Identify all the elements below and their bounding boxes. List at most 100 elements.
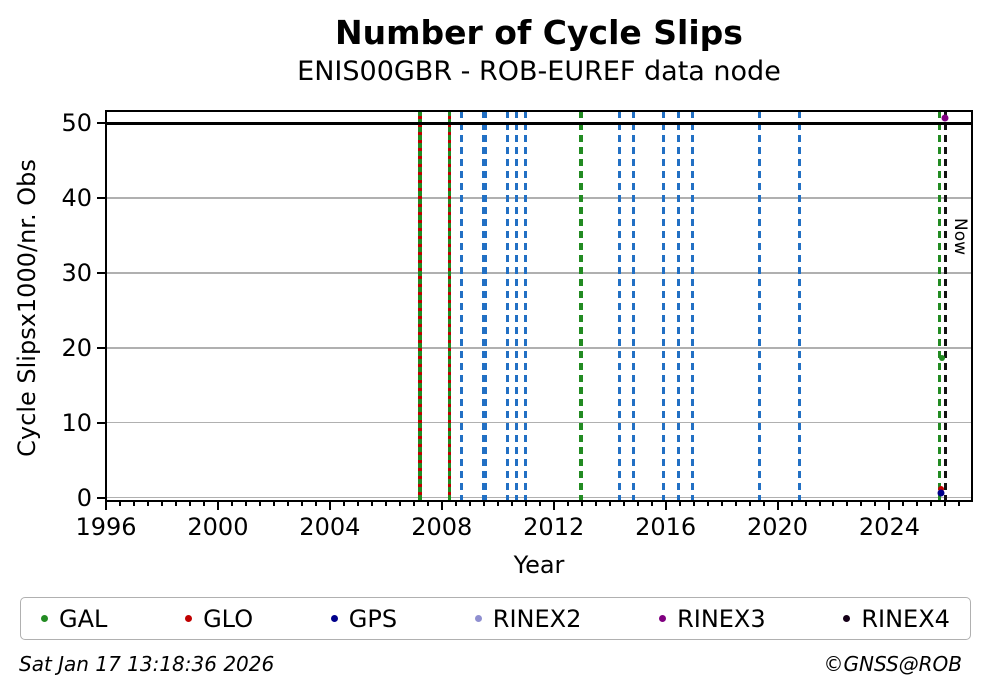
x-minor-tick xyxy=(370,501,373,506)
x-major-tick xyxy=(216,501,219,510)
x-minor-tick xyxy=(174,501,177,506)
x-major-tick xyxy=(105,501,107,510)
x-minor-tick xyxy=(818,501,821,506)
x-minor-tick xyxy=(314,501,317,506)
gridline-y0 xyxy=(106,496,972,499)
data-point-gps xyxy=(937,489,945,497)
x-major-tick xyxy=(888,501,891,510)
x-tick-label: 2024 xyxy=(858,513,920,541)
y-tick xyxy=(97,421,106,424)
x-minor-tick xyxy=(454,501,457,506)
legend-label-rinex4: RINEX4 xyxy=(861,604,950,633)
x-major-tick xyxy=(552,501,555,510)
x-minor-tick xyxy=(650,501,653,506)
x-minor-tick xyxy=(902,501,905,506)
rinex2-marker-icon xyxy=(474,615,482,622)
event-line-gps xyxy=(797,111,801,501)
event-line-gal-glo xyxy=(447,111,452,501)
x-minor-tick xyxy=(496,501,499,506)
chart-title: Number of Cycle Slips xyxy=(335,13,743,52)
x-minor-tick xyxy=(132,501,135,506)
x-axis-title: Year xyxy=(513,551,565,579)
x-major-tick xyxy=(328,501,331,510)
x-minor-tick xyxy=(706,501,709,506)
x-minor-tick xyxy=(258,501,261,506)
x-major-tick xyxy=(776,501,779,510)
plot-area: 1996 2000 2004 2008 2012 2016 2020 2024 0 10 20 30 4… xyxy=(61,109,973,541)
y-tick xyxy=(97,272,106,275)
legend-label-glo: GLO xyxy=(203,604,254,633)
event-line-gps xyxy=(661,111,665,501)
x-minor-tick xyxy=(342,501,345,506)
now-annotation: Now xyxy=(949,217,970,255)
x-minor-tick xyxy=(608,501,611,506)
x-minor-tick xyxy=(804,501,807,506)
event-line-gal-glo xyxy=(418,111,422,501)
legend-item-glo: GLO xyxy=(185,605,253,633)
x-minor-tick xyxy=(160,501,163,506)
x-minor-tick xyxy=(398,501,401,506)
event-line-gal xyxy=(579,111,583,501)
x-tick-label: 1996 xyxy=(75,513,137,541)
x-minor-tick xyxy=(594,501,597,506)
x-minor-tick xyxy=(188,501,191,506)
y-tick xyxy=(97,122,106,125)
rinex4-marker-icon xyxy=(843,615,851,622)
event-line-gps xyxy=(758,111,762,501)
x-minor-tick xyxy=(426,501,429,506)
data-point-rinex3 xyxy=(941,114,949,122)
event-line-gal xyxy=(937,111,942,501)
legend-label-rinex3: RINEX3 xyxy=(677,604,766,633)
x-minor-tick xyxy=(244,501,247,506)
legend-item-rinex4: RINEX4 xyxy=(843,605,950,633)
event-line-gps xyxy=(482,111,488,501)
x-minor-tick xyxy=(272,501,275,506)
x-minor-tick xyxy=(566,501,569,506)
legend-item-rinex3: RINEX3 xyxy=(659,605,766,633)
gridline-y10 xyxy=(106,421,972,424)
legend: GAL GLO GPS RINEX2 RINEX3 RINEX4 xyxy=(20,597,971,640)
x-minor-tick xyxy=(958,501,961,506)
timestamp-text: Sat Jan 17 13:18:36 2026 xyxy=(19,652,275,676)
x-minor-tick xyxy=(720,501,723,506)
gridline-y30 xyxy=(106,272,972,274)
x-minor-tick xyxy=(944,501,947,506)
x-minor-tick xyxy=(412,501,415,506)
y-tick-label: 20 xyxy=(61,333,92,362)
x-tick-label: 2020 xyxy=(746,513,809,541)
event-line-gps xyxy=(514,111,518,501)
x-minor-tick xyxy=(930,501,933,506)
x-minor-tick xyxy=(874,501,877,506)
data-point-gal xyxy=(938,354,945,361)
x-minor-tick xyxy=(300,501,303,506)
legend-item-gal: GAL xyxy=(41,605,107,633)
rinex3-marker-icon xyxy=(659,615,667,622)
x-minor-tick xyxy=(482,501,485,506)
x-minor-tick xyxy=(230,501,233,506)
x-minor-tick xyxy=(118,501,121,506)
x-minor-tick xyxy=(356,501,359,506)
y-tick-label: 10 xyxy=(61,408,92,437)
x-minor-tick xyxy=(846,501,849,506)
x-minor-tick xyxy=(468,501,471,506)
x-minor-tick xyxy=(916,501,919,506)
x-minor-tick xyxy=(580,501,583,506)
x-minor-tick xyxy=(860,501,863,506)
legend-label-rinex2: RINEX2 xyxy=(492,604,582,633)
x-minor-tick xyxy=(202,501,205,506)
x-minor-tick xyxy=(678,501,681,506)
x-tick-label: 2008 xyxy=(411,513,473,541)
gps-marker-icon xyxy=(330,615,338,622)
y-tick-label: 30 xyxy=(61,259,92,288)
chart-subtitle: ENIS00GBR - ROB-EUREF data node xyxy=(297,56,781,87)
legend-label-gps: GPS xyxy=(348,604,398,633)
x-tick-label: 2016 xyxy=(635,513,697,541)
credit-text: ©GNSS@ROB xyxy=(823,652,963,676)
event-line-gps xyxy=(617,111,621,501)
y-tick-label: 50 xyxy=(61,109,92,138)
y-tick-label: 0 xyxy=(76,483,92,512)
legend-item-rinex2: RINEX2 xyxy=(474,604,582,633)
x-minor-tick xyxy=(832,501,835,506)
x-minor-tick xyxy=(692,501,695,506)
